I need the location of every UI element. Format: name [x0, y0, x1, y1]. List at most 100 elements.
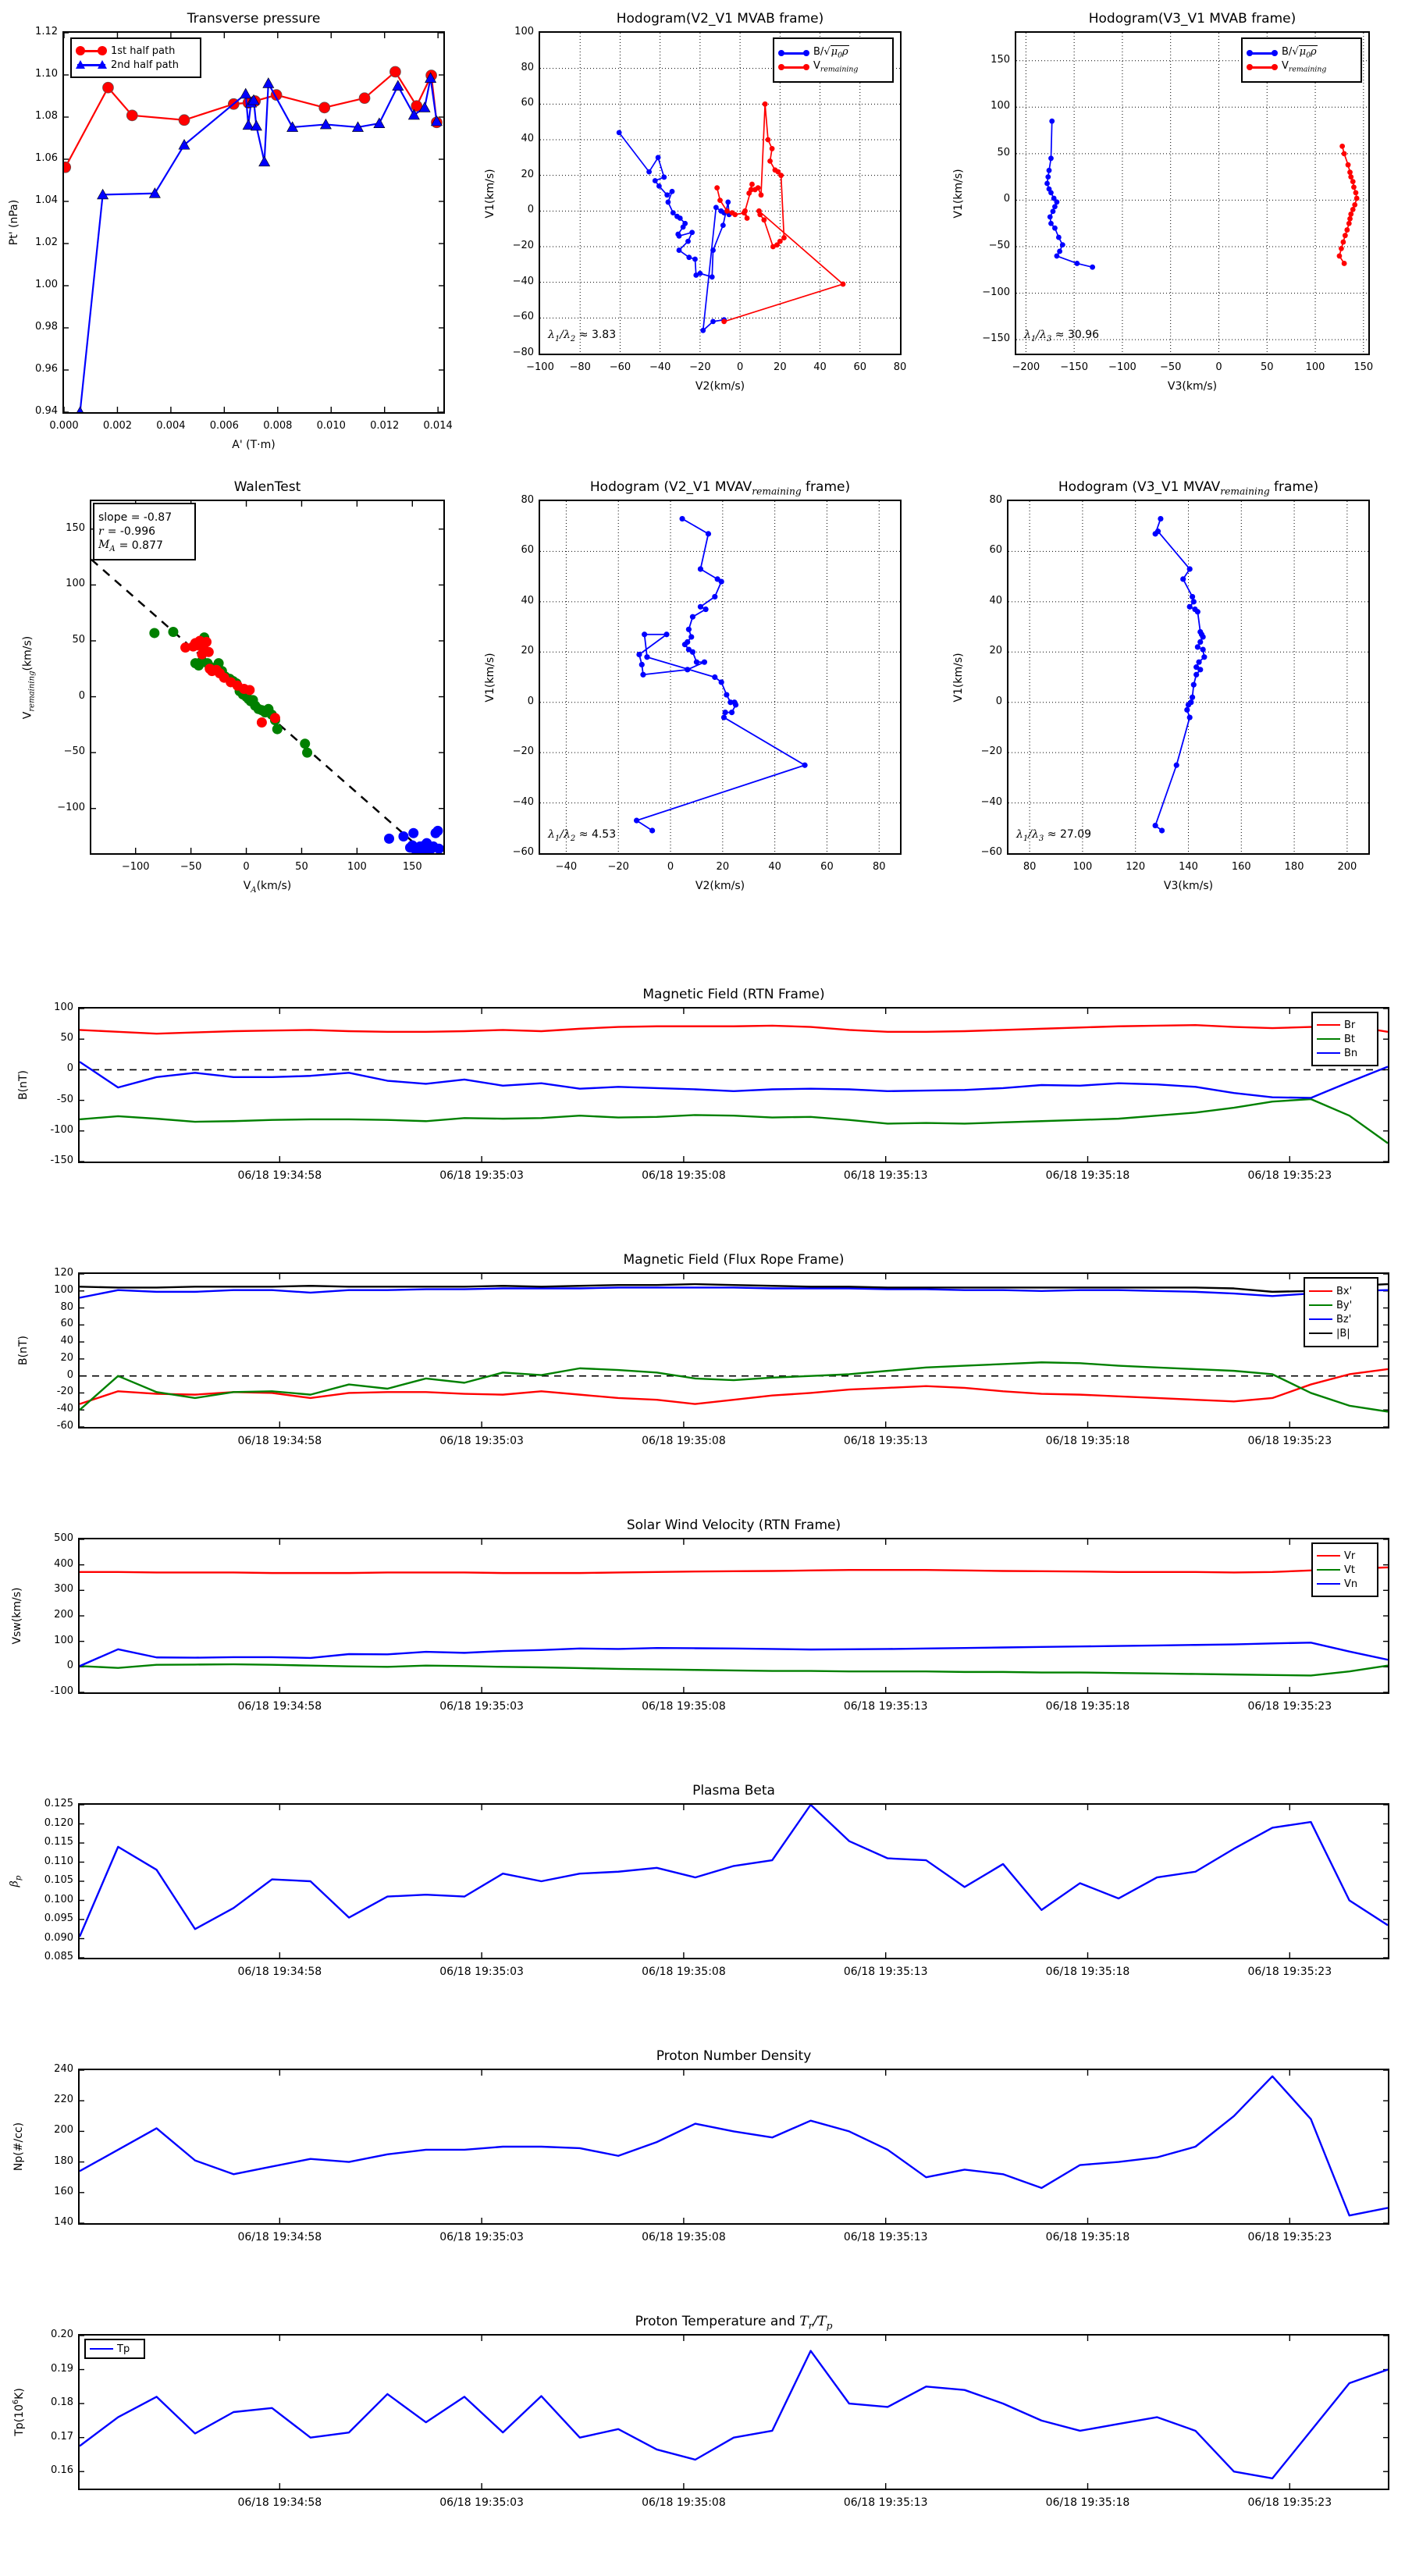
- ytick-label: −50: [988, 240, 1010, 251]
- plot-canvas-hodo-v2v1-mvav: [540, 501, 900, 853]
- panel-solar-wind-velocity: Solar Wind Velocity (RTN Frame) -100 0 100 2…: [0, 1507, 1405, 1756]
- legend-magnetic-field-rtn: Br Bt Bn: [1311, 1012, 1378, 1066]
- xtick-label: 06/18 19:35:08: [642, 1966, 726, 1978]
- xtick-label: 06/18 19:35:08: [642, 2496, 726, 2509]
- ytick-label: 20: [521, 645, 534, 657]
- xtick-label: 06/18 19:34:58: [237, 1700, 322, 1713]
- ytick-label: 1.04: [35, 194, 58, 206]
- panel-hodo-v3v1-mvav: Hodogram (V3_V1 MVAVremaining frame) −60 −…: [937, 453, 1405, 892]
- legend-line-swatch: [1317, 1052, 1340, 1054]
- legend-label: 1st half path: [111, 44, 176, 57]
- legend-label: By': [1336, 1299, 1353, 1311]
- y-axis-label-walen-test: Vremaining(km/s): [21, 635, 37, 719]
- xtick-label: 06/18 19:35:03: [439, 1700, 524, 1713]
- ytick-label: 400: [54, 1557, 73, 1570]
- xtick-label: −40: [555, 861, 578, 873]
- xtick-label: 0: [1215, 361, 1222, 373]
- ytick-label: 60: [60, 1318, 73, 1330]
- xtick-label: 06/18 19:35:23: [1247, 2496, 1332, 2509]
- xtick-label: 20: [716, 861, 730, 873]
- ytick-label: −60: [980, 846, 1002, 858]
- legend-item: Bt: [1317, 1032, 1373, 1046]
- x-axis-label-hodo-v3v1-mvab: V3(km/s): [1167, 380, 1218, 393]
- xtick-label: 06/18 19:35:13: [843, 2496, 928, 2509]
- legend-item: B/√μ0ρ: [1247, 45, 1357, 60]
- stat-r: r = -0.996: [98, 525, 156, 538]
- legend-item: Br: [1317, 1018, 1373, 1032]
- chart-title-proton-temperature: Proton Temperature and Tr/Tp: [635, 2314, 833, 2332]
- ytick-label: 0.94: [35, 405, 58, 417]
- xtick-label: 20: [774, 361, 787, 373]
- panel-magnetic-field-rtn: Magnetic Field (RTN Frame) -150 -100 -50 0 50…: [0, 976, 1405, 1226]
- legend-item: Vremaining: [778, 60, 888, 74]
- ytick-label: 1.12: [35, 26, 58, 37]
- ytick-label: 60: [989, 544, 1002, 557]
- ytick-label: 40: [60, 1335, 73, 1347]
- xtick-label: 0.014: [423, 420, 453, 432]
- y-axis-label-hodo-v3v1-mvav: V1(km/s): [952, 652, 965, 703]
- ytick-label: −60: [512, 846, 534, 858]
- plot-area-hodo-v3v1-mvav: [1007, 500, 1370, 855]
- xtick-label: 06/18 19:35:23: [1247, 1435, 1332, 1447]
- ytick-label: 100: [66, 578, 85, 590]
- xtick-label: −20: [607, 861, 629, 873]
- ytick-label: 0.18: [51, 2396, 73, 2409]
- ytick-label: 500: [54, 1532, 73, 1544]
- xtick-label: −80: [569, 361, 591, 373]
- ytick-label: −100: [982, 286, 1010, 298]
- chart-title-walen-test: WalenTest: [233, 479, 301, 495]
- ytick-label: 80: [989, 494, 1002, 506]
- ytick-label: 40: [521, 133, 534, 144]
- annotation-hodo-v2v1-mvav: λ1/λ2 ≈ 4.53: [548, 828, 617, 843]
- y-axis-label-magnetic-field-fluxrope: B(nT): [17, 1336, 30, 1365]
- plot-area-magnetic-field-fluxrope: [78, 1272, 1389, 1429]
- legend-item: Vn: [1317, 1577, 1373, 1591]
- xtick-label: 0.008: [263, 420, 293, 432]
- chart-title-plasma-beta: Plasma Beta: [692, 1783, 775, 1799]
- legend-item: Vr: [1317, 1549, 1373, 1563]
- ytick-label: 60: [521, 97, 534, 109]
- xtick-label: 06/18 19:35:18: [1045, 1435, 1130, 1447]
- ytick-label: -100: [50, 1685, 73, 1697]
- legend-label: Vremaining: [813, 60, 859, 74]
- xtick-label: 80: [1023, 861, 1037, 873]
- xtick-label: 160: [1231, 861, 1251, 873]
- ytick-label: 0: [66, 1660, 73, 1672]
- y-axis-label-proton-temperature: Tp(106K): [12, 2388, 26, 2436]
- ytick-label: -60: [56, 1420, 73, 1432]
- x-axis-label-hodo-v2v1-mvav: V2(km/s): [695, 880, 745, 892]
- legend-line-swatch: [90, 2348, 113, 2350]
- plot-area-plasma-beta: [78, 1803, 1389, 1959]
- ytick-label: 0: [66, 1368, 73, 1381]
- legend-label: Bt: [1344, 1033, 1356, 1045]
- ytick-label: 0.19: [51, 2362, 73, 2375]
- ytick-label: 180: [54, 2154, 73, 2167]
- x-axis-label-hodo-v3v1-mvav: V3(km/s): [1163, 880, 1214, 892]
- ytick-label: 100: [514, 26, 534, 37]
- ytick-label: -150: [50, 1155, 73, 1166]
- ytick-label: 50: [997, 146, 1010, 158]
- legend-label: B/√μ0ρ: [813, 45, 849, 60]
- xtick-label: −100: [121, 861, 150, 873]
- xtick-label: 0.004: [156, 420, 186, 432]
- plot-canvas-plasma-beta: [80, 1805, 1388, 1958]
- xtick-label: 0.010: [316, 420, 346, 432]
- plot-canvas-magnetic-field-rtn: [80, 1009, 1388, 1162]
- chart-title-solar-wind-velocity: Solar Wind Velocity (RTN Frame): [626, 1517, 841, 1533]
- ytick-label: 0.100: [44, 1893, 73, 1905]
- legend-marker-line-dot: [778, 62, 809, 73]
- xtick-label: 06/18 19:35:13: [843, 1966, 928, 1978]
- legend-solar-wind-velocity: Vr Vt Vn: [1311, 1542, 1378, 1597]
- ytick-label: 200: [54, 1609, 73, 1621]
- legend-item: Tp: [90, 2343, 140, 2355]
- ytick-label: 150: [991, 53, 1010, 66]
- x-axis-label-hodo-v2v1-mvab: V2(km/s): [695, 380, 745, 393]
- xtick-label: 06/18 19:35:08: [642, 1169, 726, 1182]
- stat-ma: MA = 0.877: [98, 538, 163, 553]
- y-axis-label-plasma-beta: βp: [8, 1875, 23, 1888]
- ytick-label: 1.02: [35, 237, 58, 248]
- xtick-label: 06/18 19:35:23: [1247, 2231, 1332, 2243]
- xtick-label: 40: [813, 361, 827, 373]
- panel-plasma-beta: Plasma Beta 0.085 0.090 0.095 0.100 0.105 0.11…: [0, 1772, 1405, 2022]
- legend-line-swatch: [1309, 1304, 1332, 1306]
